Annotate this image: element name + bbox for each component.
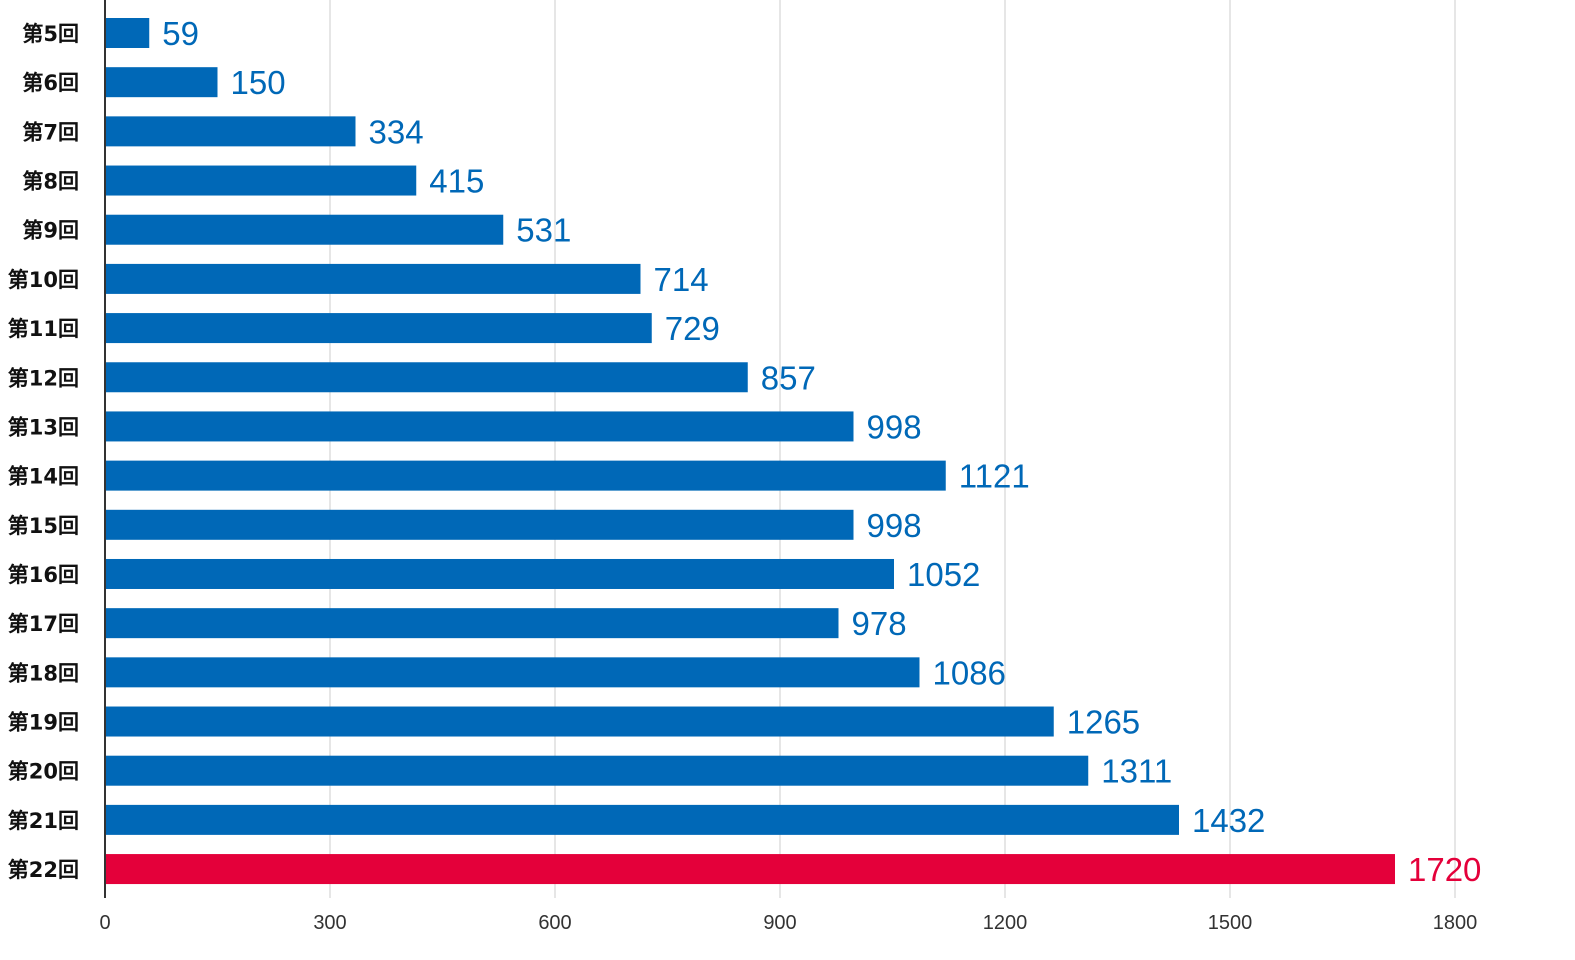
value-label: 1720: [1408, 851, 1481, 888]
bar: [105, 608, 839, 639]
x-tick-label: 900: [763, 912, 796, 934]
category-label: 第16回: [8, 563, 79, 587]
value-label: 1121: [959, 458, 1030, 495]
bar: [105, 755, 1089, 786]
category-label: 第21回: [8, 809, 79, 833]
value-label: 334: [369, 113, 424, 150]
value-label: 531: [516, 212, 571, 249]
bar: [105, 460, 946, 491]
x-tick-label: 0: [99, 912, 110, 934]
value-label: 998: [867, 408, 922, 445]
value-label: 59: [162, 15, 199, 52]
value-label: 978: [852, 605, 907, 642]
category-label: 第9回: [22, 219, 79, 243]
bar: [105, 509, 854, 540]
value-label: 714: [654, 261, 709, 298]
value-label: 415: [429, 163, 484, 200]
category-label: 第14回: [8, 465, 79, 489]
category-label: 第8回: [22, 170, 79, 194]
value-label: 1052: [907, 556, 980, 593]
value-label: 1311: [1101, 753, 1172, 790]
x-tick-label: 1200: [983, 912, 1028, 934]
category-label: 第15回: [8, 514, 79, 538]
bar: [105, 67, 218, 98]
x-tick-label: 300: [313, 912, 346, 934]
value-label: 150: [231, 64, 286, 101]
bar: [105, 362, 748, 393]
x-tick-label: 1500: [1208, 912, 1253, 934]
value-label: 729: [665, 310, 720, 347]
category-label: 第10回: [8, 268, 79, 292]
category-label: 第12回: [8, 366, 79, 390]
x-tick-labels: 0 300 600 900 1200 1500 1800: [99, 912, 1477, 934]
value-label: 1432: [1192, 802, 1265, 839]
category-label: 第17回: [8, 612, 79, 636]
bar: [105, 706, 1054, 737]
bar: [105, 854, 1395, 885]
value-label: 857: [761, 359, 816, 396]
category-label: 第20回: [8, 760, 79, 784]
value-label: 998: [867, 507, 922, 544]
category-label: 第19回: [8, 711, 79, 735]
bar: [105, 18, 150, 48]
bars: [105, 18, 1395, 885]
category-label: 第13回: [8, 415, 79, 439]
bar: [105, 214, 504, 245]
category-label: 第6回: [22, 71, 79, 95]
category-labels: 第5回第6回第7回第8回第9回第10回第11回第12回第13回第14回第15回第…: [8, 22, 79, 882]
bar: [105, 313, 652, 344]
value-label: 1086: [933, 654, 1006, 691]
bar: [105, 411, 854, 442]
bar: [105, 263, 641, 294]
bar: [105, 165, 417, 196]
category-label: 第11回: [8, 317, 79, 341]
bar: [105, 558, 894, 589]
x-tick-label: 1800: [1433, 912, 1478, 934]
category-label: 第18回: [8, 661, 79, 685]
category-label: 第7回: [22, 120, 79, 144]
value-label: 1265: [1067, 704, 1140, 741]
category-label: 第22回: [8, 858, 79, 882]
bar: [105, 657, 920, 688]
bar: [105, 804, 1179, 835]
category-label: 第5回: [22, 22, 79, 46]
gridlines: [329, 0, 1456, 898]
bar: [105, 116, 356, 147]
x-tick-label: 600: [538, 912, 571, 934]
